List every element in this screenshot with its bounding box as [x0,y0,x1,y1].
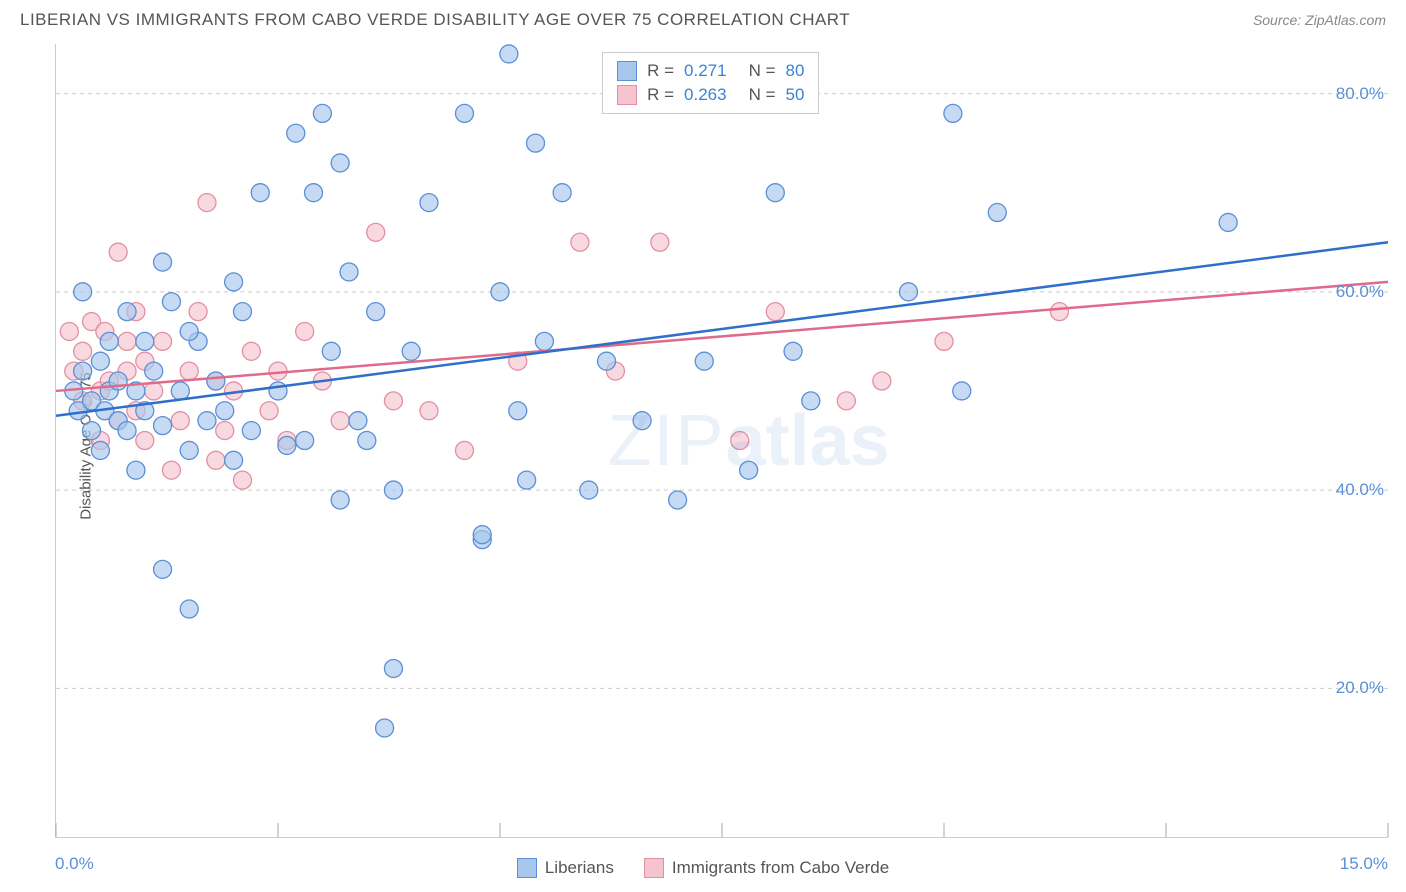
bottom-legend: Liberians Immigrants from Cabo Verde [0,858,1406,878]
n-value-s2: 50 [786,85,805,105]
legend-swatch-s1 [517,858,537,878]
stats-row-s2: R = 0.263 N = 50 [617,83,804,107]
stats-row-s1: R = 0.271 N = 80 [617,59,804,83]
chart-plot-area: ZIPatlas R = 0.271 N = 80 R = 0.263 N = … [55,44,1388,838]
chart-source: Source: ZipAtlas.com [1253,12,1386,28]
legend-label-s2: Immigrants from Cabo Verde [672,858,889,878]
y-tick-label: 60.0% [1336,282,1384,302]
n-label: N = [749,61,776,81]
n-label: N = [749,85,776,105]
r-label: R = [647,61,674,81]
r-value-s1: 0.271 [684,61,727,81]
legend-item-s2: Immigrants from Cabo Verde [644,858,889,878]
y-tick-label: 40.0% [1336,480,1384,500]
chart-title: LIBERIAN VS IMMIGRANTS FROM CABO VERDE D… [20,10,850,30]
scatter-svg [56,44,1388,837]
swatch-s2 [617,85,637,105]
n-value-s1: 80 [786,61,805,81]
swatch-s1 [617,61,637,81]
legend-label-s1: Liberians [545,858,614,878]
legend-swatch-s2 [644,858,664,878]
legend-item-s1: Liberians [517,858,614,878]
y-tick-label: 20.0% [1336,678,1384,698]
y-tick-label: 80.0% [1336,84,1384,104]
r-value-s2: 0.263 [684,85,727,105]
stats-legend-box: R = 0.271 N = 80 R = 0.263 N = 50 [602,52,819,114]
r-label: R = [647,85,674,105]
